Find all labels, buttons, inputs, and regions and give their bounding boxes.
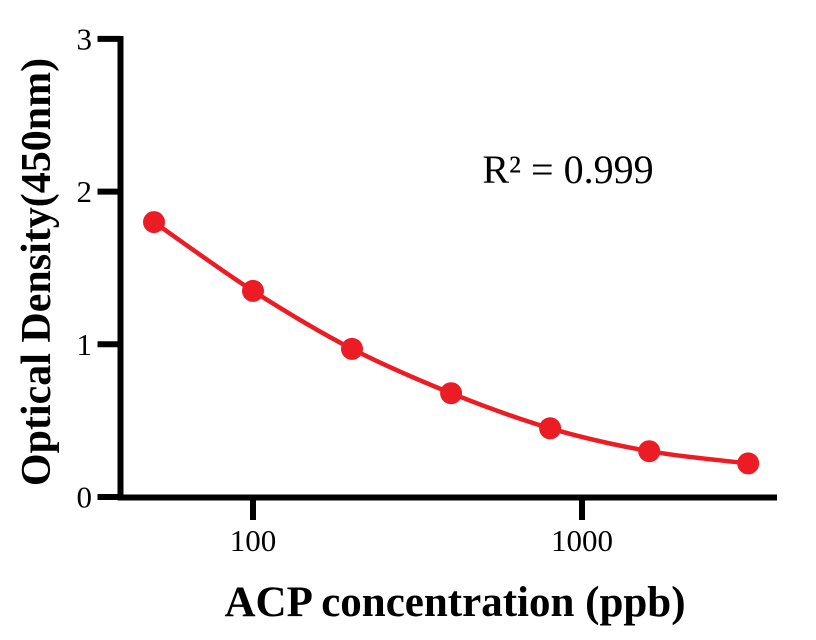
data-point	[539, 417, 562, 440]
data-point	[737, 452, 760, 475]
r-squared-annotation: R² = 0.999	[482, 147, 653, 192]
data-point	[242, 279, 264, 302]
data-point	[440, 382, 463, 405]
y-tick-label: 1	[77, 327, 93, 362]
y-axis-title: Optical Density(450nm)	[14, 58, 60, 486]
data-point	[341, 337, 363, 360]
x-axis-title: ACP concentration (ppb)	[224, 579, 685, 626]
y-tick-label: 3	[77, 21, 93, 56]
axes	[117, 36, 777, 501]
fit-curve	[151, 219, 751, 466]
y-tick-label: 0	[77, 480, 93, 515]
x-tick-label: 100	[230, 523, 277, 558]
axis-ticks: 3 2 1 0 100 1000	[77, 21, 614, 558]
y-tick-label: 2	[77, 174, 93, 209]
data-point	[638, 440, 661, 463]
x-tick-label: 1000	[551, 523, 613, 558]
data-series	[143, 211, 760, 475]
data-point	[143, 211, 165, 234]
